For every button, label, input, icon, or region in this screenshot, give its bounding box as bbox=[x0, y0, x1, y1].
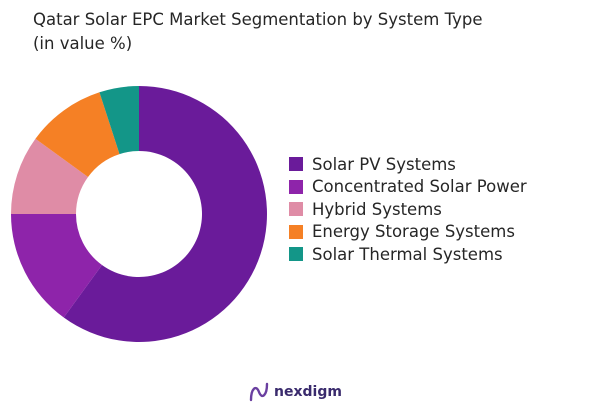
legend-label-concentrated-solar-power: Concentrated Solar Power bbox=[312, 177, 527, 197]
brand-name: nexdigm bbox=[274, 384, 342, 400]
chart-title-line-2: (in value %) bbox=[33, 34, 133, 53]
donut-slice-energy-storage-systems bbox=[35, 92, 120, 177]
brand-logo: nexdigm bbox=[248, 381, 342, 403]
donut-slice-hybrid-systems bbox=[11, 138, 89, 214]
chart-title: Qatar Solar EPC Market Segmentation by S… bbox=[33, 8, 482, 56]
nexdigm-logo-icon bbox=[249, 382, 269, 402]
legend-item-solar-thermal-systems: Solar Thermal Systems bbox=[289, 243, 527, 266]
donut-slice-solar-thermal-systems bbox=[99, 86, 139, 155]
legend-swatch-hybrid-systems bbox=[289, 202, 303, 217]
legend-swatch-concentrated-solar-power bbox=[289, 179, 303, 194]
legend-swatch-solar-thermal-systems bbox=[289, 247, 303, 262]
legend-item-hybrid-systems: Hybrid Systems bbox=[289, 198, 527, 221]
chart-title-line-1: Qatar Solar EPC Market Segmentation by S… bbox=[33, 10, 483, 29]
donut-slice-concentrated-solar-power bbox=[11, 214, 102, 318]
legend-item-energy-storage-systems: Energy Storage Systems bbox=[289, 221, 527, 244]
legend-item-solar-pv-systems: Solar PV Systems bbox=[289, 153, 527, 176]
legend-item-concentrated-solar-power: Concentrated Solar Power bbox=[289, 176, 527, 199]
chart-legend: Solar PV Systems Concentrated Solar Power… bbox=[289, 153, 527, 266]
legend-swatch-energy-storage-systems bbox=[289, 224, 303, 239]
legend-label-solar-pv-systems: Solar PV Systems bbox=[312, 154, 456, 174]
legend-label-solar-thermal-systems: Solar Thermal Systems bbox=[312, 244, 503, 264]
legend-label-energy-storage-systems: Energy Storage Systems bbox=[312, 222, 515, 242]
legend-label-hybrid-systems: Hybrid Systems bbox=[312, 199, 442, 219]
donut-slice-solar-pv-systems bbox=[63, 86, 268, 343]
legend-swatch-solar-pv-systems bbox=[289, 157, 303, 172]
